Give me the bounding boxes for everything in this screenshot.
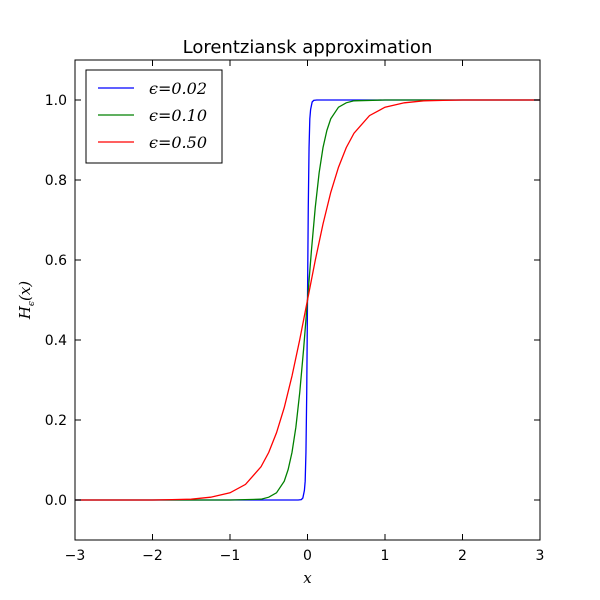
x-tick-label: −2 (142, 548, 163, 564)
y-axis-label-subscript: ϵ (27, 301, 37, 306)
y-tick-label: 0.2 (45, 413, 67, 429)
y-axis-label: Hϵ(x) (16, 281, 37, 320)
legend-box (85, 69, 223, 164)
x-tick-label: 2 (458, 548, 467, 564)
svg-text:Hϵ(x): Hϵ(x) (16, 281, 37, 320)
y-tick-label: 0.4 (45, 333, 67, 349)
series-line-2 (75, 99, 540, 501)
x-axis-label-text: x (303, 569, 312, 587)
x-tick-label: −1 (220, 548, 241, 564)
y-tick-label: 0.6 (45, 253, 67, 269)
x-tick-label: −3 (65, 548, 86, 564)
y-tick-label: 1.0 (45, 93, 67, 109)
legend-label-0: ϵ=0.02 (149, 79, 207, 98)
x-tick-label: 0 (303, 548, 312, 564)
chart-title: Lorentziansk approximation (183, 37, 433, 58)
y-tick-label: 0.8 (45, 173, 67, 189)
legend-label-2: ϵ=0.50 (149, 133, 207, 152)
y-axis-label-main: H (16, 305, 34, 320)
legend: ϵ=0.02 ϵ=0.10 ϵ=0.50 (85, 69, 223, 164)
x-tick-label: 1 (381, 548, 390, 564)
plot-frame (74, 59, 541, 541)
y-tick-label: 0.0 (45, 493, 67, 509)
legend-label-1: ϵ=0.10 (149, 106, 207, 125)
series-layer (75, 99, 540, 501)
y-axis-label-suffix: (x) (16, 281, 34, 301)
x-tick-label: 3 (536, 548, 545, 564)
x-axis-label: x (303, 569, 312, 587)
